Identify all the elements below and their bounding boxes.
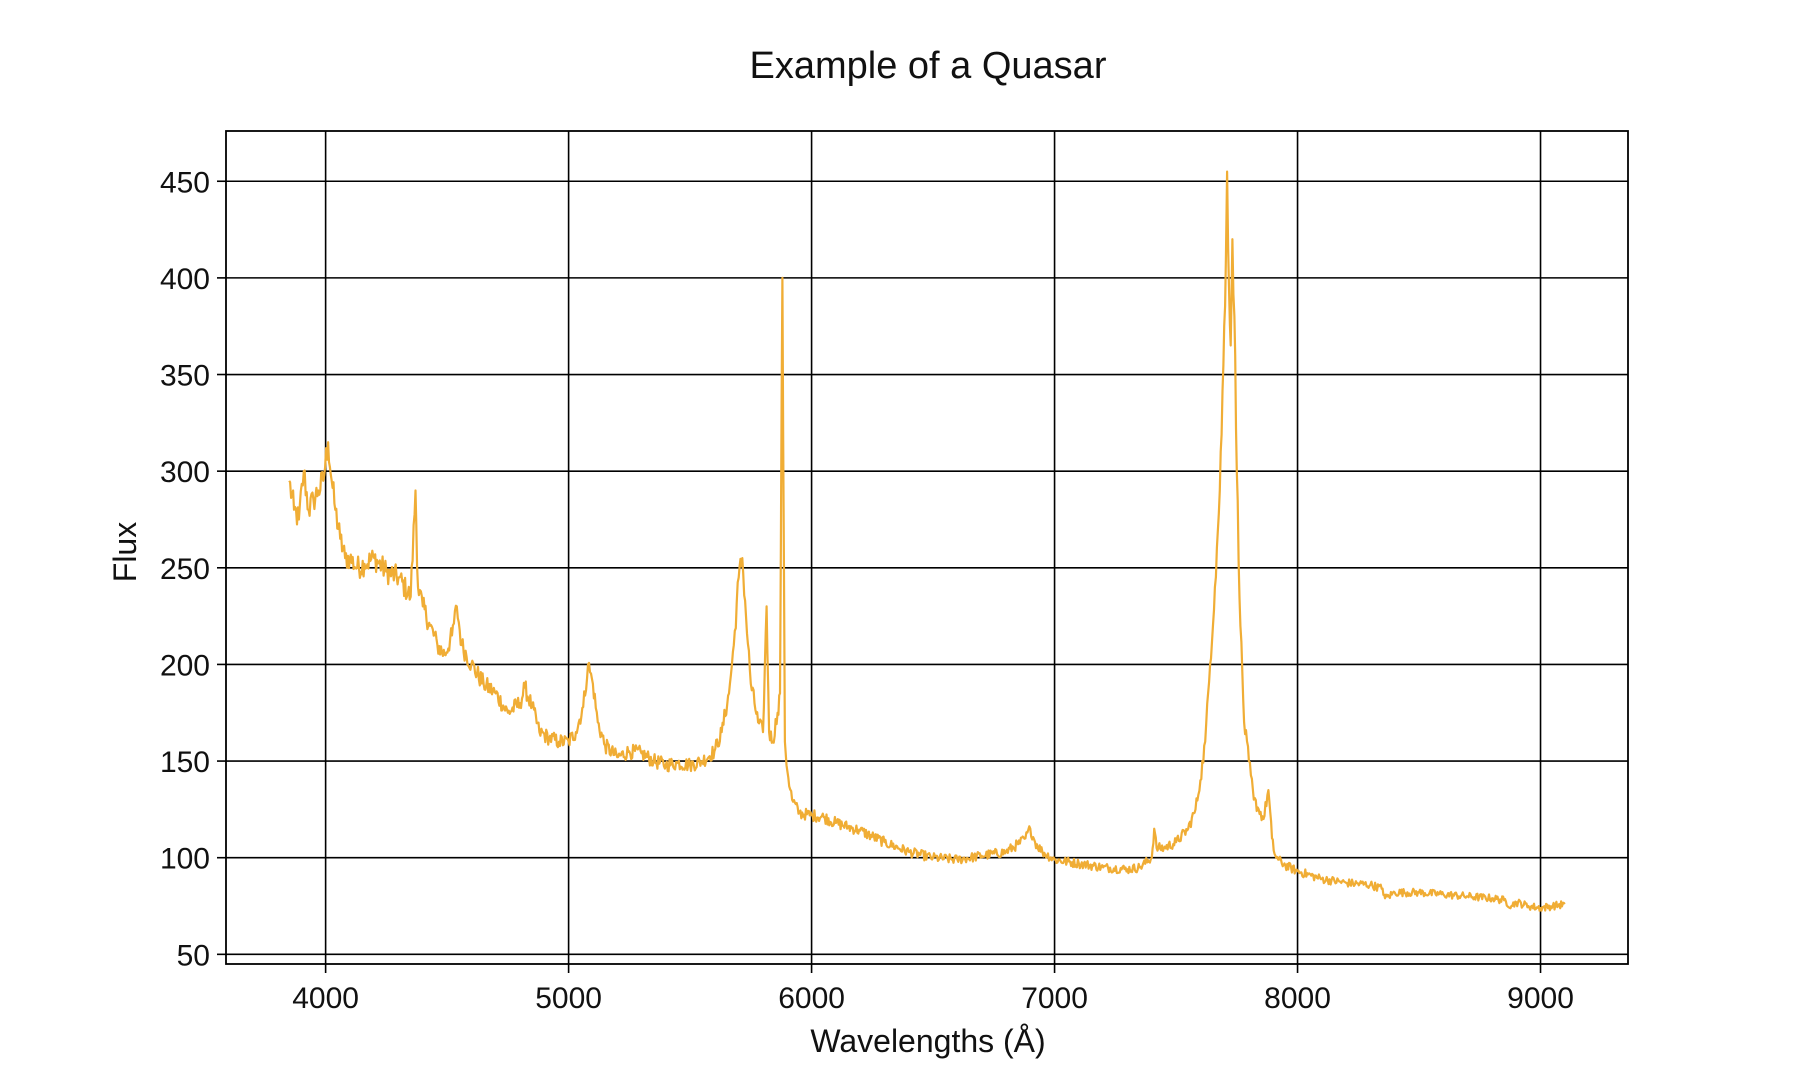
x-tick-label: 6000 bbox=[778, 982, 845, 1015]
tick-labels: 4000 5000 6000 7000 8000 9000 50 100 150 200 250 30… bbox=[160, 166, 1574, 1015]
flux-series-line bbox=[288, 170, 1566, 912]
y-tick-label: 150 bbox=[160, 746, 210, 779]
axis-ticks bbox=[217, 180, 1542, 973]
chart-title: Example of a Quasar bbox=[750, 45, 1107, 87]
y-tick-label: 300 bbox=[160, 456, 210, 489]
plot-frame bbox=[225, 130, 1629, 965]
x-tick-label: 9000 bbox=[1507, 982, 1574, 1015]
y-tick-label: 450 bbox=[160, 166, 210, 199]
y-tick-label: 250 bbox=[160, 553, 210, 586]
x-tick-label: 5000 bbox=[535, 982, 602, 1015]
x-tick-label: 8000 bbox=[1264, 982, 1331, 1015]
y-axis-label: Flux bbox=[107, 522, 143, 582]
y-tick-label: 200 bbox=[160, 649, 210, 682]
grid-lines bbox=[226, 131, 1628, 964]
y-tick-label: 400 bbox=[160, 263, 210, 296]
y-tick-label: 350 bbox=[160, 360, 210, 393]
y-tick-label: 50 bbox=[177, 939, 210, 972]
x-tick-label: 7000 bbox=[1021, 982, 1088, 1015]
y-tick-label: 100 bbox=[160, 843, 210, 876]
x-tick-label: 4000 bbox=[292, 982, 359, 1015]
x-axis-label: Wavelengths (Å) bbox=[810, 1023, 1045, 1059]
